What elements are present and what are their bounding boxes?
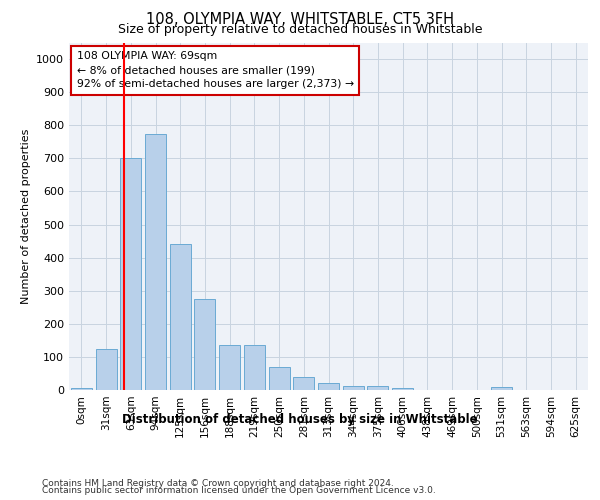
Bar	[491, 388, 512, 390]
Bar	[367, 386, 388, 390]
Bar	[95, 348, 116, 390]
Text: Contains HM Land Registry data © Crown copyright and database right 2024.: Contains HM Land Registry data © Crown c…	[42, 478, 394, 488]
Bar	[194, 299, 215, 390]
Bar	[120, 158, 141, 390]
Bar	[244, 346, 265, 390]
Bar	[269, 367, 290, 390]
Text: 108, OLYMPIA WAY, WHITSTABLE, CT5 3FH: 108, OLYMPIA WAY, WHITSTABLE, CT5 3FH	[146, 12, 454, 28]
Text: Contains public sector information licensed under the Open Government Licence v3: Contains public sector information licen…	[42, 486, 436, 495]
Text: Size of property relative to detached houses in Whitstable: Size of property relative to detached ho…	[118, 24, 482, 36]
Y-axis label: Number of detached properties: Number of detached properties	[20, 128, 31, 304]
Text: 108 OLYMPIA WAY: 69sqm
← 8% of detached houses are smaller (199)
92% of semi-det: 108 OLYMPIA WAY: 69sqm ← 8% of detached …	[77, 51, 354, 89]
Text: Distribution of detached houses by size in Whitstable: Distribution of detached houses by size …	[122, 412, 478, 426]
Bar	[343, 386, 364, 390]
Bar	[392, 388, 413, 390]
Bar	[71, 388, 92, 390]
Bar	[293, 378, 314, 390]
Bar	[318, 384, 339, 390]
Bar	[145, 134, 166, 390]
Bar	[219, 346, 240, 390]
Bar	[170, 244, 191, 390]
